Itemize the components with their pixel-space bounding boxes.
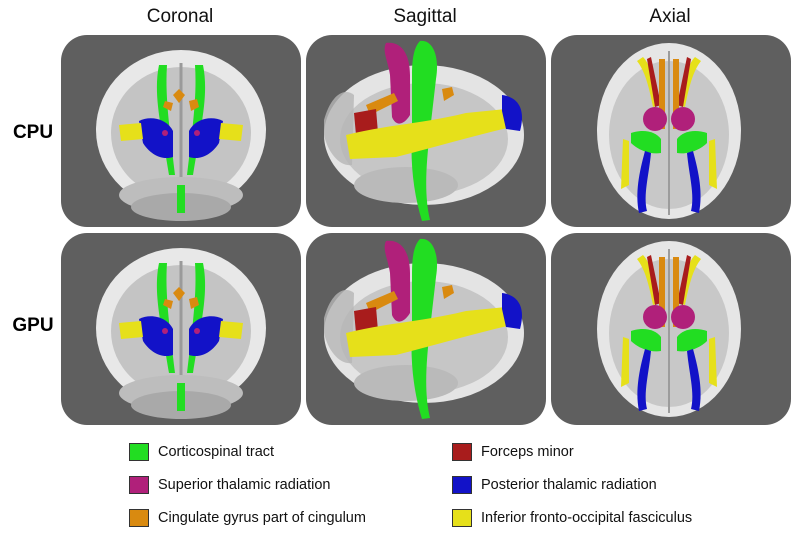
brain-render-cpu-axial xyxy=(596,42,742,220)
panel-cpu-sagittal xyxy=(306,35,546,227)
brain-render-gpu-axial xyxy=(596,240,742,418)
panel-gpu-axial xyxy=(551,233,791,425)
legend-item-cingulum: Cingulate gyrus part of cingulum xyxy=(129,508,366,528)
column-header-coronal: Coronal xyxy=(146,6,214,27)
row-label-gpu: GPU xyxy=(12,315,54,336)
column-header-sagittal: Sagittal xyxy=(393,6,457,27)
legend-item-ifof: Inferior fronto-occipital fasciculus xyxy=(452,508,692,528)
column-header-axial: Axial xyxy=(649,6,691,27)
row-label-cpu: CPU xyxy=(12,122,54,143)
brain-render-gpu-coronal xyxy=(94,246,268,421)
legend-label: Inferior fronto-occipital fasciculus xyxy=(481,510,693,526)
legend-label: Superior thalamic radiation xyxy=(158,477,331,493)
legend-swatch xyxy=(129,443,149,461)
legend-swatch xyxy=(452,443,472,461)
legend-item-forceps-minor: Forceps minor xyxy=(452,442,574,462)
legend-swatch xyxy=(452,476,472,494)
legend-label: Forceps minor xyxy=(481,444,574,460)
brain-render-gpu-sagittal xyxy=(324,238,524,419)
legend-swatch xyxy=(129,476,149,494)
panel-cpu-coronal xyxy=(61,35,301,227)
panel-gpu-coronal xyxy=(61,233,301,425)
legend-swatch xyxy=(129,509,149,527)
legend-item-posterior-thalamic: Posterior thalamic radiation xyxy=(452,475,657,495)
legend-swatch xyxy=(452,509,472,527)
legend-label: Posterior thalamic radiation xyxy=(481,477,657,493)
brain-render-cpu-sagittal xyxy=(324,40,524,222)
panel-cpu-axial xyxy=(551,35,791,227)
panel-gpu-sagittal xyxy=(306,233,546,425)
legend-label: Corticospinal tract xyxy=(158,444,275,460)
legend-item-corticospinal: Corticospinal tract xyxy=(129,442,274,462)
legend-label: Cingulate gyrus part of cingulum xyxy=(158,510,366,526)
brain-render-cpu-coronal xyxy=(94,48,268,223)
legend-item-superior-thalamic: Superior thalamic radiation xyxy=(129,475,330,495)
